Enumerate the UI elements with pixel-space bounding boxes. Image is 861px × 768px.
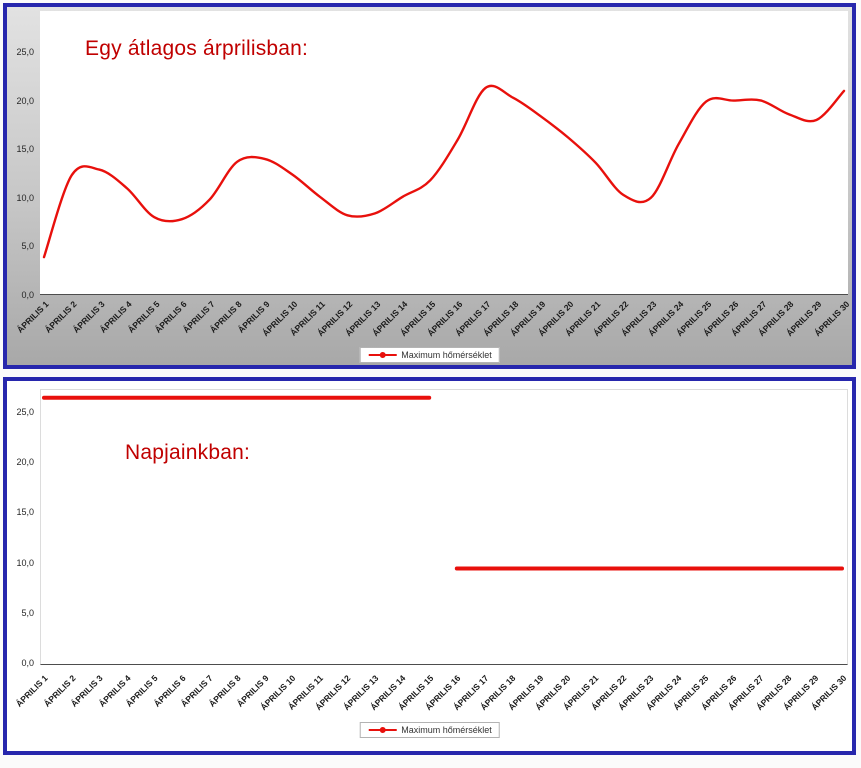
y-axis-tick-label: 0,0: [21, 658, 34, 668]
y-axis-tick-label: 20,0: [16, 95, 34, 106]
plot-area-1: [40, 11, 848, 295]
temperature-line: [42, 84, 846, 259]
y-axis-tick-label: 15,0: [16, 144, 34, 155]
legend-line-marker-icon: [368, 727, 397, 733]
y-axis-tick-label: 25,0: [16, 47, 34, 57]
chart-average-april-frame: Egy átlagos árprilisban: Maximum hőmérsé…: [3, 3, 856, 369]
legend-2: Maximum hőmérséklet: [359, 722, 500, 738]
y-axis-tick-label: 10,0: [16, 557, 34, 568]
temperature-line-svg-2: [42, 395, 844, 571]
legend-1: Maximum hőmérséklet: [359, 347, 500, 363]
y-axis-tick-label: 5,0: [21, 607, 34, 618]
y-axis-tick-label: 0,0: [21, 290, 34, 300]
chart-title-2: Napjainkban:: [125, 441, 250, 464]
chart-title-1: Egy átlagos árprilisban:: [85, 37, 309, 60]
chart-nowadays-frame: Napjainkban: Maximum hőmérséklet 0,0 5,0 1…: [3, 377, 856, 755]
y-axis-tick-label: 10,0: [16, 192, 34, 203]
plot-area-2: [40, 389, 848, 665]
y-axis-tick-label: 5,0: [21, 241, 34, 252]
legend-line-marker-icon: [368, 352, 397, 358]
legend-label-2: Maximum hőmérséklet: [401, 725, 492, 735]
legend-label-1: Maximum hőmérséklet: [401, 350, 492, 360]
y-axis-tick-label: 25,0: [16, 406, 34, 417]
y-axis-tick-label: 15,0: [16, 507, 34, 518]
y-axis-tick-label: 20,0: [16, 457, 34, 467]
temperature-line-svg-1: [42, 84, 846, 259]
